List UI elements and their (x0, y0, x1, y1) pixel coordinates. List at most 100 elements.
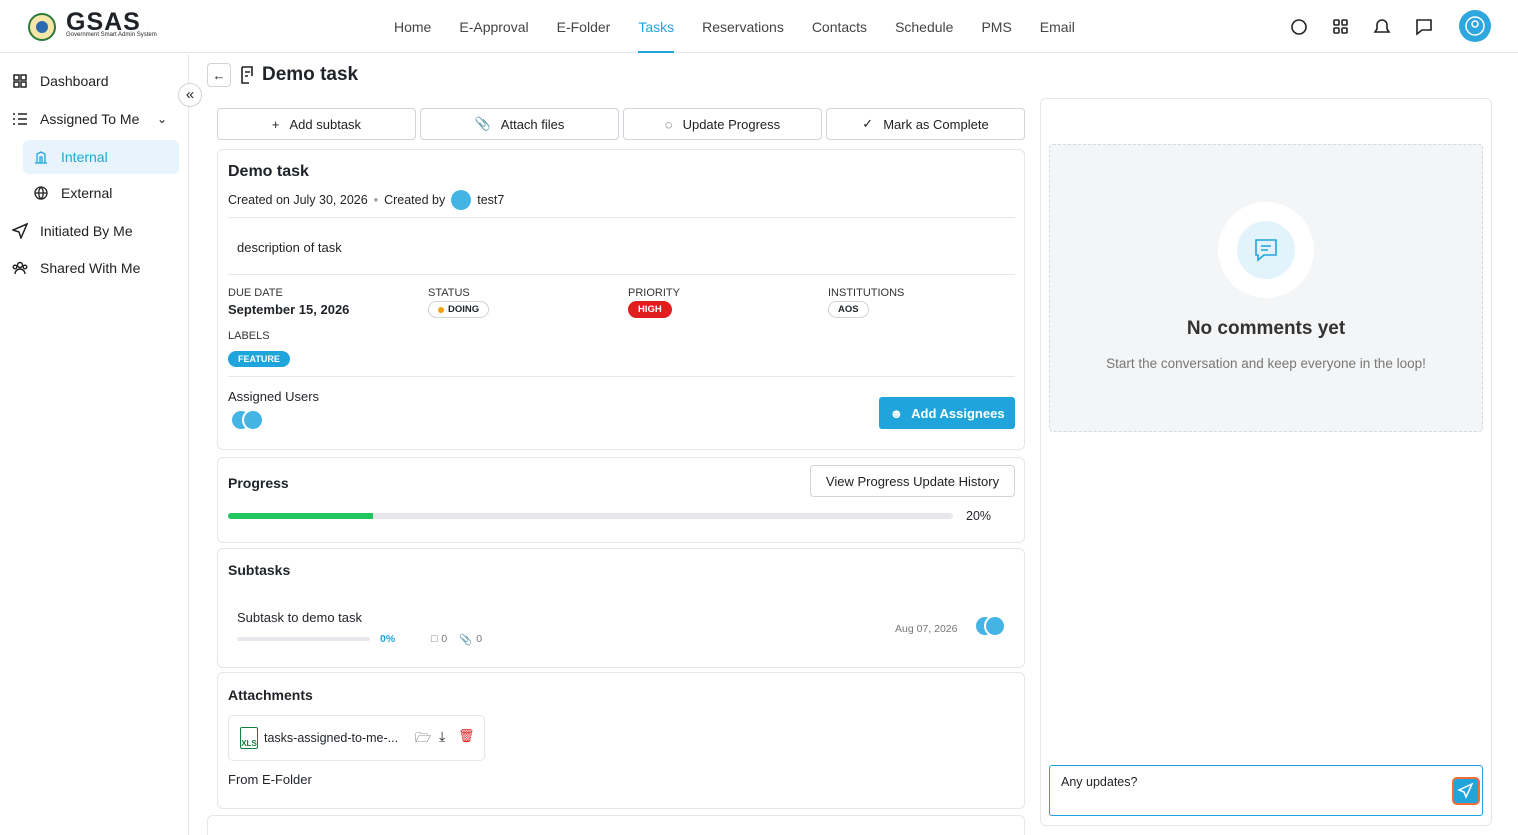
nav-item[interactable]: E-Approval (459, 19, 529, 35)
back-button[interactable]: ← (207, 63, 231, 87)
main-nav: Home E-Approval E-Folder Tasks Reservations C… (380, 0, 1089, 53)
attachments-heading: Attachments (228, 687, 313, 703)
task-title: Demo task (228, 163, 309, 180)
assigned-heading: Assigned Users (228, 389, 320, 404)
file-name: tasks-assigned-to-me-... (264, 731, 399, 745)
download-icon[interactable]: ⤓ (439, 728, 446, 744)
label: Internal (61, 149, 108, 165)
user-avatar[interactable] (1459, 10, 1491, 42)
subtask-due: Aug 07, 2026 (895, 623, 958, 635)
sidebar-item[interactable]: Shared With Me (12, 251, 179, 285)
progress-track (228, 513, 953, 519)
nav-item[interactable]: Schedule (895, 19, 954, 35)
created-by-label: Created by (384, 193, 446, 207)
task-icon (241, 66, 253, 84)
label: Initiated By Me (40, 223, 133, 239)
logo-title: GSAS (66, 8, 141, 36)
page-title: Demo task (262, 64, 359, 85)
task-meta: Created on July 30, 2026 • Created by tes… (228, 190, 504, 210)
label: Update Progress (682, 116, 781, 132)
history-button[interactable]: View Progress Update History (810, 465, 1015, 497)
nav-item[interactable]: Email (1039, 19, 1075, 35)
label: External (61, 185, 113, 201)
bell-icon[interactable] (1373, 19, 1391, 33)
field-label: DUE DATE (228, 287, 283, 299)
attachment-source: From E-Folder (228, 772, 312, 787)
description: description of task (237, 240, 342, 255)
subtask-track (237, 637, 370, 641)
subtask-counts: □ 0 📎 0 (431, 633, 483, 646)
empty-comments: No comments yet Start the conversation a… (1049, 144, 1483, 432)
labels-heading: LABELS (228, 330, 270, 342)
subtask-assignees (974, 615, 1006, 642)
created-on: Created on July 30, 2026 (228, 193, 368, 207)
nav-item[interactable]: Reservations (702, 19, 784, 35)
nav-item[interactable]: Tasks (624, 0, 688, 53)
label-chip: FEATURE (228, 351, 290, 367)
header-icons (1291, 19, 1432, 36)
file-type: XLS (240, 727, 258, 749)
action-button[interactable]: 📎 Attach files (420, 108, 619, 140)
action-button[interactable]: + Add subtask (217, 108, 416, 140)
field-label: STATUS (428, 287, 470, 299)
send-button[interactable] (1452, 777, 1480, 805)
sidebar-item[interactable]: Assigned To Me ⌄ (12, 102, 179, 136)
progress-heading: Progress (228, 475, 289, 491)
creator: test7 (477, 193, 505, 207)
action-button[interactable]: ✓ Mark as Complete (826, 108, 1025, 140)
subtasks-card: Subtasks Subtask to demo task 0% □ 0 📎 0 Au… (217, 548, 1025, 668)
progress-card: Progress View Progress Update History 20… (217, 457, 1025, 543)
empty-icon (1218, 202, 1314, 298)
task-card: Demo task Created on July 30, 2026 • Crea… (217, 149, 1025, 450)
label: Shared With Me (40, 260, 141, 276)
field: PRIORITY HIGH (628, 287, 680, 318)
sidebar-item[interactable]: Internal (23, 140, 179, 174)
field-value: September 15, 2026 (228, 302, 350, 317)
sidebar: Dashboard Assigned To Me ⌄ Internal Exter… (0, 54, 189, 835)
subtask-progress-label: 0% (380, 633, 396, 645)
creator-avatar (451, 190, 472, 210)
add-assignees-button[interactable]: ☻ Add Assignees (879, 397, 1015, 429)
nav-item[interactable]: PMS (981, 19, 1012, 35)
attachment-count: 0 (476, 633, 483, 645)
field-label: INSTITUTIONS (828, 287, 905, 299)
field-label: PRIORITY (628, 287, 680, 299)
status-value: DOING (448, 304, 480, 315)
open-icon[interactable]: 🗁 (415, 730, 432, 745)
field: STATUS DOING (428, 287, 490, 318)
logo-emblem (28, 13, 56, 41)
empty-text: Start the conversation and keep everyone… (1106, 356, 1426, 371)
label: Add Assignees (911, 405, 1005, 421)
comment-input[interactable]: Any updates? (1049, 765, 1483, 816)
empty-title: No comments yet (1186, 318, 1346, 339)
subtask-title[interactable]: Subtask to demo task (237, 610, 363, 625)
subtasks-heading: Subtasks (228, 562, 291, 578)
help-icon[interactable] (1291, 19, 1307, 35)
collapse-button[interactable]: « (178, 83, 202, 107)
attachment-file[interactable]: XLS tasks-assigned-to-me-... 🗁 ⤓ 🗑 (228, 715, 485, 761)
nav-item[interactable]: E-Folder (556, 19, 611, 35)
header: GSAS Government Smart Admin System Home E… (0, 0, 1518, 53)
label: Mark as Complete (883, 116, 989, 132)
field: INSTITUTIONS AOS (828, 287, 904, 318)
label: Add subtask (289, 116, 362, 132)
field: DUE DATE September 15, 2026 (228, 287, 349, 317)
chat-icon[interactable] (1416, 19, 1432, 36)
sidebar-item[interactable]: Dashboard (12, 64, 179, 98)
comments-panel: No comments yet Start the conversation a… (1040, 98, 1492, 826)
label: Attach files (500, 116, 565, 132)
action-button[interactable]: ◌ Update Progress (623, 108, 822, 140)
label: Assigned To Me (40, 111, 140, 127)
delete-icon[interactable]: 🗑 (458, 728, 475, 743)
sidebar-item[interactable]: Initiated By Me (12, 214, 179, 248)
sidebar-item[interactable]: External (23, 176, 179, 210)
attachments-card: Attachments XLS tasks-assigned-to-me-...… (217, 672, 1025, 809)
nav-item[interactable]: Contacts (811, 19, 868, 35)
apps-icon[interactable] (1333, 19, 1348, 34)
comment-text: Any updates? (1061, 775, 1138, 789)
logo-subtitle: Government Smart Admin System (66, 32, 157, 38)
comment-count: 0 (441, 633, 448, 645)
nav-item[interactable]: Home (394, 19, 432, 35)
priority-value: HIGH (628, 301, 672, 318)
